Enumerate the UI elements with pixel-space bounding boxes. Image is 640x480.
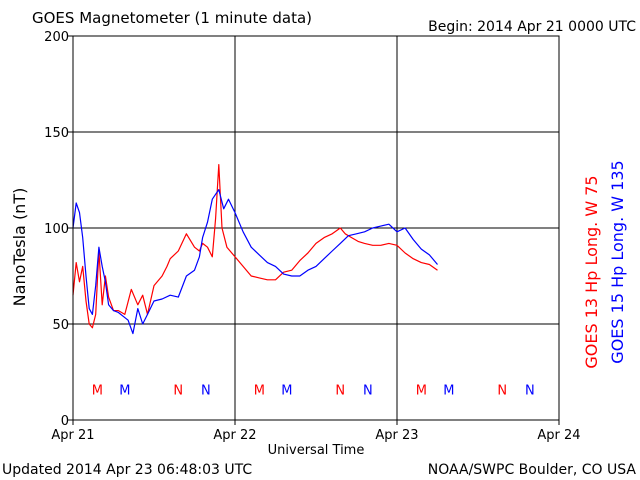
data-series [72,164,438,335]
x-tick-label: Apr 24 [537,428,580,443]
y-axis-label: NanoTesla (nT) [10,188,29,307]
plot-frame [72,35,560,421]
y-tick-label: 100 [44,222,69,237]
x-tick-label: Apr 23 [375,428,418,443]
noon-marker: N [363,383,373,398]
x-tick-label: Apr 22 [213,428,256,443]
y-tick-label: 150 [44,126,69,141]
updated-timestamp: Updated 2014 Apr 23 06:48:03 UTC [2,462,252,478]
midnight-marker: M [416,383,427,398]
midnight-marker: M [281,383,292,398]
y-tick-label: 0 [61,414,69,429]
legend-goes15: GOES 15 Hp Long. W 135 [608,160,627,363]
grid-lines [73,36,559,420]
series-line-goes15 [72,189,438,335]
noon-marker: N [525,383,535,398]
noon-marker: N [173,383,183,398]
legend-goes13: GOES 13 Hp Long. W 75 [582,175,601,368]
begin-time: Begin: 2014 Apr 21 0000 UTC [428,19,636,35]
y-tick-label: 200 [44,30,69,45]
x-axis-label: Universal Time [268,443,365,458]
y-tick-label: 50 [52,318,69,333]
midnight-marker: M [254,383,265,398]
noon-marker: N [335,383,345,398]
noon-marker: N [497,383,507,398]
credit-text: NOAA/SWPC Boulder, CO USA [428,462,637,478]
midnight-marker: M [119,383,130,398]
midnight-marker: M [443,383,454,398]
midnight-marker: M [92,383,103,398]
noon-marker: N [201,383,211,398]
chart-title: GOES Magnetometer (1 minute data) [32,9,312,27]
series-line-goes13 [72,164,438,329]
x-tick-label: Apr 21 [51,428,94,443]
axes: 0 50 100 150 200 Apr 21 Apr 22 Apr 23 Apr 24 [44,30,580,443]
